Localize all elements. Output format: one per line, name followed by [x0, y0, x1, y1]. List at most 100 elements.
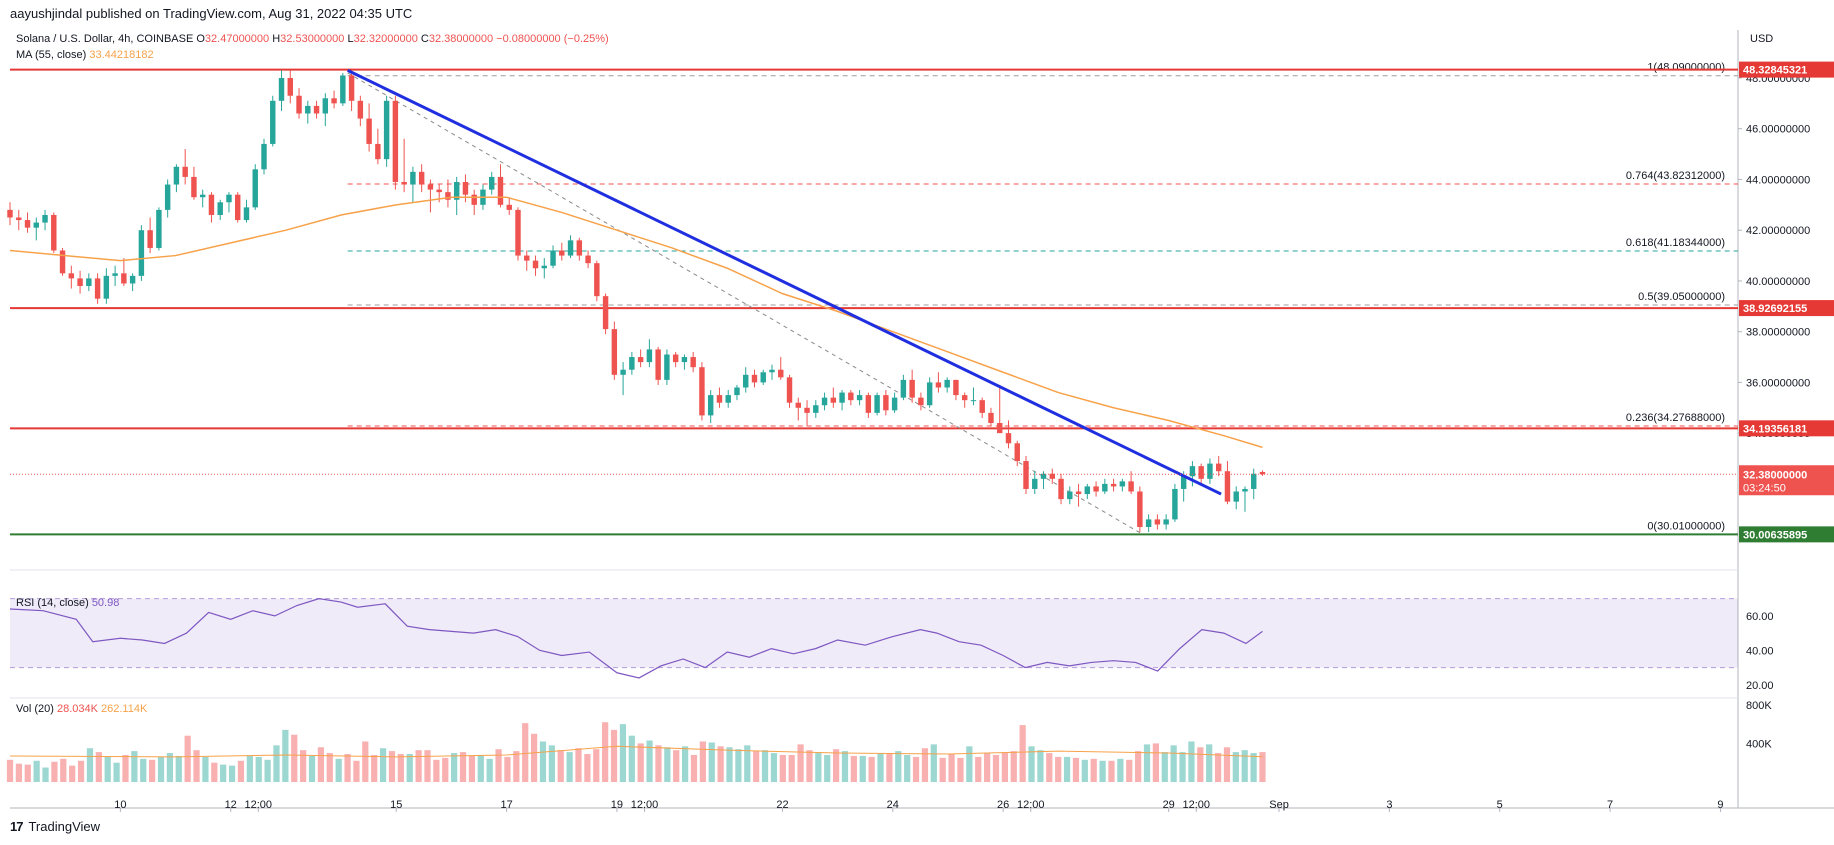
candle-body	[821, 397, 828, 406]
candle-body	[156, 209, 162, 248]
price-tick-label: 44.00000000	[1746, 174, 1810, 186]
candle-body	[252, 169, 258, 208]
volume-bar	[424, 750, 431, 782]
candle-body	[1137, 491, 1143, 528]
candle-body	[567, 240, 574, 256]
volume-bar	[1152, 743, 1160, 782]
candle-body	[1032, 478, 1038, 489]
volume-bar	[344, 754, 351, 782]
candle-body	[541, 265, 547, 269]
candle-body	[681, 357, 688, 363]
time-tick-label: 12	[225, 799, 237, 811]
volume-bar	[1250, 753, 1257, 782]
candle-body	[576, 240, 583, 256]
currency-label: USD	[1750, 33, 1773, 45]
legend-segment: L	[347, 33, 353, 45]
legend-segment: 33.44218182	[89, 49, 153, 61]
volume-bar	[1099, 760, 1106, 782]
level-price-tag-label: 30.00635895	[1743, 529, 1807, 541]
volume-bar	[664, 747, 671, 782]
rsi-tick-label: 60.00	[1746, 611, 1774, 623]
candle-body	[1224, 471, 1231, 502]
volume-bar	[726, 747, 733, 782]
volume-bar	[939, 757, 946, 782]
volume-bar	[486, 758, 493, 782]
time-tick-label: 12:00	[1183, 799, 1211, 811]
candle-body	[24, 220, 31, 228]
candle-body	[716, 395, 723, 403]
legend-segment: RSI (14, close)	[16, 597, 92, 609]
candle-body	[646, 349, 653, 363]
level-price-tag-label: 34.19356181	[1743, 423, 1807, 435]
candle-body	[813, 405, 819, 413]
candle-body	[173, 166, 180, 185]
candle-body	[1093, 486, 1099, 492]
candle-body	[1014, 443, 1020, 462]
candle-body	[909, 379, 915, 398]
fib-level-label: 1(48.09000000)	[1647, 62, 1725, 74]
time-tick-label: 10	[114, 799, 126, 811]
price-tick-label: 36.00000000	[1746, 377, 1810, 389]
volume-bar	[1143, 744, 1151, 782]
volume-bar	[1072, 757, 1080, 782]
candle-body	[77, 278, 83, 287]
volume-bar	[1028, 746, 1035, 782]
volume-bar	[273, 745, 280, 782]
candle-body	[629, 357, 635, 370]
volume-bar	[717, 746, 724, 782]
volume-bar	[459, 752, 467, 782]
legend-segment: Solana / U.S. Dollar, 4h, COINBASE	[16, 33, 196, 45]
volume-bar	[228, 765, 236, 782]
candle-body	[33, 222, 39, 228]
volume-bar	[415, 750, 422, 782]
candle-body	[865, 395, 872, 413]
legend-segment: 32.53000000	[280, 33, 347, 45]
volume-bar	[984, 753, 991, 782]
level-price-tag	[1739, 526, 1834, 543]
volume-bar	[51, 761, 58, 782]
candle-body	[524, 255, 530, 261]
candle-body	[891, 397, 898, 411]
volume-bar	[1223, 747, 1231, 782]
candle-body	[199, 194, 206, 198]
volume-bar	[761, 750, 769, 782]
candle-body	[690, 357, 696, 368]
volume-bar	[1001, 752, 1008, 782]
candle-body	[559, 250, 565, 256]
volume-bar	[690, 754, 698, 782]
time-tick-label: 12:00	[245, 799, 273, 811]
volume-bar	[495, 749, 502, 782]
fib-anchor-line	[347, 72, 1142, 534]
last-price-tag	[1739, 465, 1834, 496]
volume-bar	[877, 753, 884, 782]
candle-body	[164, 184, 171, 210]
volume-bar	[930, 744, 937, 782]
volume-bar	[1010, 751, 1017, 782]
volume-bar	[522, 723, 529, 782]
level-price-tag	[1739, 420, 1834, 437]
volume-bar	[1117, 758, 1124, 782]
volume-bar	[1135, 751, 1142, 782]
volume-bar	[149, 759, 156, 782]
volume-bar	[912, 756, 920, 782]
volume-bar	[1037, 750, 1044, 782]
candle-body	[988, 412, 994, 424]
volume-bar	[655, 745, 662, 782]
volume-bar	[326, 753, 333, 782]
candle-body	[51, 214, 57, 251]
volume-legend: Vol (20) 28.034K 262.114K	[16, 703, 148, 715]
candle-body	[243, 207, 250, 221]
volume-bar	[1081, 759, 1088, 782]
ohlc-legend: Solana / U.S. Dollar, 4h, COINBASE O32.4…	[16, 33, 609, 45]
volume-bar	[406, 754, 413, 782]
legend-segment: O	[196, 33, 205, 45]
volume-bar	[1170, 745, 1177, 782]
candle-body	[594, 263, 600, 297]
candle-body	[944, 379, 950, 388]
time-tick-label: 7	[1607, 799, 1613, 811]
volume-bar	[850, 755, 857, 782]
candle-body	[1058, 478, 1064, 500]
candle-body	[383, 100, 390, 160]
volume-bar	[264, 759, 271, 782]
